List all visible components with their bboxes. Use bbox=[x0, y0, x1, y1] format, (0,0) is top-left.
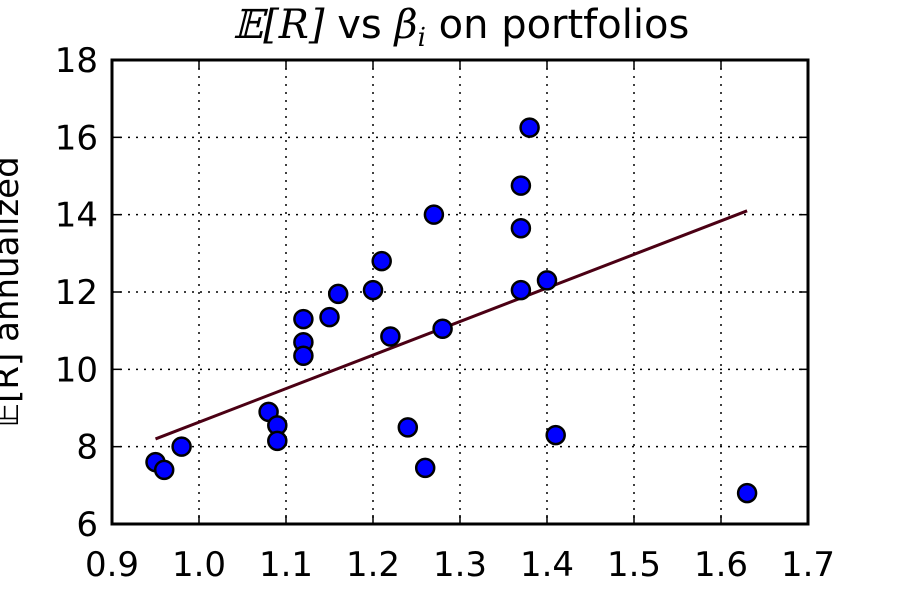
x-tick-label: 1.5 bbox=[607, 545, 661, 585]
grid-lines bbox=[112, 60, 808, 524]
scatter-point bbox=[510, 279, 532, 301]
title-mid-text: vs bbox=[325, 2, 395, 48]
scatter-point bbox=[293, 345, 314, 367]
scatter-point bbox=[397, 417, 419, 438]
scatter-point bbox=[510, 217, 532, 239]
scatter-point bbox=[267, 430, 288, 452]
scatter-point bbox=[736, 482, 758, 504]
y-tick-label: 14 bbox=[55, 196, 98, 236]
scatter-point bbox=[171, 436, 192, 457]
scatter-point bbox=[319, 306, 340, 328]
y-tick-label: 8 bbox=[76, 428, 98, 468]
y-tick-label: 12 bbox=[55, 273, 98, 313]
y-axis-label: 𝔼[R] annualized bbox=[0, 156, 27, 427]
y-tick-label: 10 bbox=[55, 350, 98, 390]
scatter-point bbox=[423, 204, 445, 225]
data-series bbox=[145, 117, 758, 504]
chart-title: 𝔼[R] vs βi on portfolios bbox=[233, 2, 690, 53]
y-tick-label: 16 bbox=[55, 118, 98, 158]
title-tail-text: on portfolios bbox=[426, 2, 689, 48]
tick-labels: 0.9 1.0 1.1 1.2 1.3 1.4 1.5 1.6 1.7 6 8 10 12 14 16 18 bbox=[55, 41, 835, 585]
title-beta-symbol: β bbox=[392, 2, 417, 48]
scatter-point bbox=[519, 117, 540, 138]
y-tick-label: 18 bbox=[55, 41, 98, 81]
title-beta-subscript: i bbox=[418, 23, 426, 53]
scatter-point bbox=[380, 326, 401, 347]
scatter-point bbox=[432, 318, 453, 339]
scatter-point bbox=[371, 250, 392, 272]
scatter-point bbox=[327, 283, 349, 305]
x-tick-label: 1.4 bbox=[520, 545, 574, 585]
scatter-point bbox=[362, 279, 384, 301]
x-tick-label: 1.0 bbox=[172, 545, 226, 585]
x-tick-label: 1.2 bbox=[346, 545, 400, 585]
scatter-point bbox=[153, 459, 175, 481]
x-tick-label: 1.1 bbox=[259, 545, 313, 585]
scatter-point bbox=[293, 308, 314, 330]
plot-frame bbox=[110, 58, 810, 526]
scatter-point bbox=[536, 270, 558, 291]
scatter-point bbox=[510, 175, 532, 196]
title-expectation-var: [R] bbox=[263, 2, 325, 48]
scatter-point bbox=[414, 457, 436, 479]
scatter-point bbox=[545, 424, 566, 446]
y-tick-label: 6 bbox=[76, 505, 98, 545]
x-tick-label: 1.7 bbox=[781, 545, 835, 585]
x-tick-label: 1.6 bbox=[694, 545, 748, 585]
x-tick-label: 0.9 bbox=[85, 545, 139, 585]
title-expectation-symbol: 𝔼 bbox=[233, 2, 269, 48]
x-tick-label: 1.3 bbox=[433, 545, 487, 585]
